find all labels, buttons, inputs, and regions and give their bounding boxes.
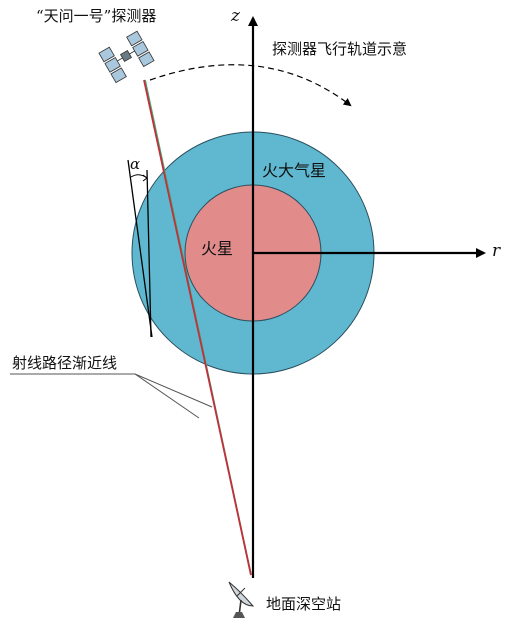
- ray-asymptote-label: 射线路径渐近线: [12, 354, 118, 372]
- ground-station-label: 地面深空站: [266, 595, 342, 613]
- angle-arc-tip: [142, 174, 148, 182]
- angle-alpha-label: α: [130, 155, 141, 173]
- mars-label: 火星: [201, 239, 234, 258]
- probe-label: “天问一号”探测器: [36, 7, 157, 25]
- z-axis-label: z: [231, 6, 240, 26]
- trajectory-arc: [149, 64, 352, 107]
- r-axis-label: r: [492, 241, 501, 261]
- asymptote-leader-line-2: [134, 373, 200, 419]
- trajectory-label: 探测器飞行轨道示意: [272, 40, 408, 58]
- reference-tilted-line: [127, 159, 153, 338]
- reference-vertical-line: [146, 169, 152, 338]
- mars-atmosphere-label: 火大气星: [262, 161, 327, 180]
- ray-path-red: [143, 79, 252, 576]
- satellite-icon: [98, 30, 155, 84]
- asymptote-leader-line-1: [134, 373, 213, 408]
- satellite-dish-icon: [228, 581, 255, 618]
